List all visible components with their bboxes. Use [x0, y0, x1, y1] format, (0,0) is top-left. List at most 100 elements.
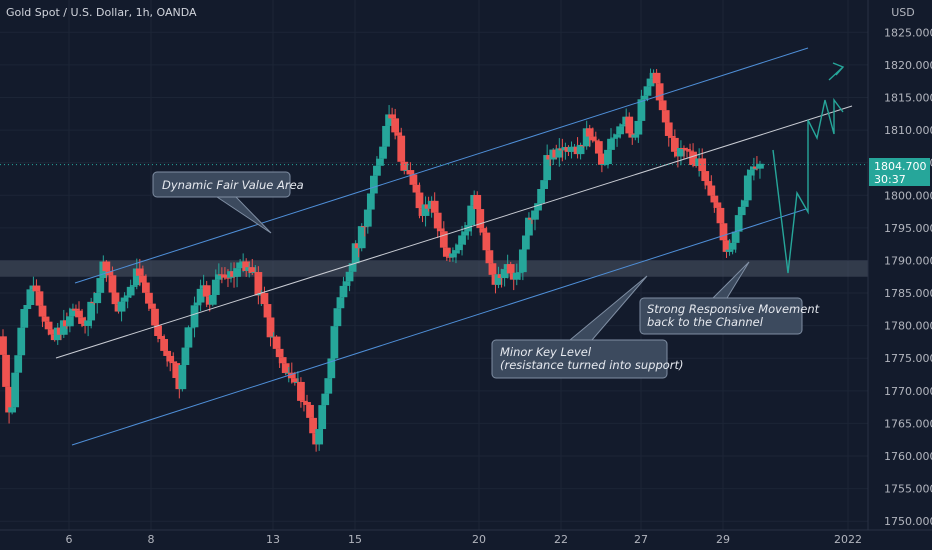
candle — [555, 138, 564, 167]
candle — [664, 118, 673, 147]
x-tick-label: 27 — [634, 533, 648, 546]
currency-box — [888, 0, 918, 20]
candle — [543, 144, 552, 185]
x-tick-label: 29 — [716, 533, 730, 546]
candles — [0, 68, 764, 452]
dynamic-fair-value-label: Dynamic Fair Value Area — [162, 178, 304, 192]
candle — [400, 159, 409, 175]
x-tick-label: 22 — [554, 533, 568, 546]
y-tick-label: 1790.000 — [884, 254, 932, 267]
candle — [260, 286, 269, 308]
trend-channel[interactable] — [55, 47, 853, 446]
bar-countdown: 30:37 — [874, 173, 906, 186]
candle — [449, 247, 457, 262]
candle — [567, 141, 576, 159]
candle — [607, 128, 615, 161]
candle — [233, 266, 241, 288]
current-price-tag — [869, 158, 930, 186]
candle — [2, 353, 10, 391]
candle — [318, 403, 327, 432]
candle — [473, 191, 482, 212]
y-tick-label: 1795.000 — [884, 222, 932, 235]
candle — [339, 276, 348, 302]
candle — [336, 294, 345, 315]
candle — [689, 143, 697, 168]
time-axis[interactable]: 6 8 13 15 20 22 27 29 2022 — [66, 533, 863, 546]
candle — [397, 127, 406, 167]
time-axis-bg — [0, 530, 932, 550]
candle — [646, 68, 655, 90]
candle — [84, 319, 92, 337]
price-axis[interactable]: 1750.000 1755.000 1760.000 1765.000 1770.000… — [884, 26, 932, 528]
candle — [512, 263, 521, 286]
candle — [236, 259, 244, 272]
candle — [585, 124, 594, 148]
candle — [677, 140, 685, 166]
y-tick-label: 1820.000 — [884, 59, 932, 72]
candle — [518, 245, 527, 281]
projected-path[interactable] — [772, 97, 844, 274]
candle — [20, 305, 29, 334]
y-tick-label: 1775.000 — [884, 352, 932, 365]
x-tick-label: 2022 — [834, 533, 862, 546]
x-tick-label: 15 — [348, 533, 362, 546]
projection-arrow-head — [832, 62, 845, 76]
y-tick-label: 1765.000 — [884, 417, 932, 430]
candle — [35, 286, 44, 309]
dynamic-fair-value-callout[interactable] — [152, 171, 291, 198]
candle — [290, 371, 299, 386]
candle — [297, 377, 305, 408]
strong-movement-label: back to the Channel — [647, 315, 764, 329]
candle — [330, 320, 339, 365]
candle — [433, 208, 442, 239]
channel-upper-line[interactable] — [74, 47, 809, 284]
candle — [184, 325, 193, 357]
minor-key-level-band[interactable] — [0, 260, 868, 277]
candle — [357, 223, 366, 252]
annotations[interactable]: Dynamic Fair Value Area Minor Key Level(r… — [152, 171, 820, 379]
candle — [26, 287, 35, 307]
candle — [120, 292, 129, 307]
minor-key-level-label: Minor Key Level — [500, 345, 592, 359]
candle — [38, 296, 47, 328]
candle — [275, 340, 284, 368]
candle — [263, 293, 272, 321]
candle — [680, 145, 688, 160]
x-tick-label: 13 — [266, 533, 280, 546]
candle — [163, 341, 172, 367]
candle — [707, 175, 716, 199]
candle — [598, 149, 606, 173]
x-tick-label: 8 — [148, 533, 155, 546]
channel-mid-line[interactable] — [55, 105, 853, 359]
x-tick-label: 6 — [66, 533, 73, 546]
candle — [327, 356, 336, 383]
candle — [710, 190, 719, 213]
candle — [266, 312, 275, 347]
projection-path[interactable] — [772, 62, 845, 274]
y-tick-label: 1750.000 — [884, 515, 932, 528]
price-axis-bg — [868, 0, 932, 530]
candle — [5, 375, 13, 424]
channel-lower-line[interactable] — [71, 208, 807, 446]
y-tick-label: 1770.000 — [884, 385, 932, 398]
candle — [69, 303, 77, 323]
candle — [196, 279, 205, 312]
y-tick-label: 1755.000 — [884, 483, 932, 496]
x-tick-label: 20 — [472, 533, 486, 546]
candle — [47, 322, 56, 337]
candle — [442, 244, 451, 261]
currency-label: USD — [891, 6, 915, 19]
candle — [102, 260, 111, 282]
minor-key-level-callout[interactable] — [491, 339, 668, 379]
candle — [625, 112, 634, 136]
y-tick-label: 1760.000 — [884, 450, 932, 463]
candle — [324, 373, 333, 405]
strong-movement-callout[interactable] — [639, 297, 803, 335]
candle — [117, 300, 126, 322]
candle — [506, 261, 515, 275]
y-tick-label: 1780.000 — [884, 320, 932, 333]
candle — [14, 352, 23, 381]
candle — [254, 266, 263, 305]
candle — [458, 225, 466, 256]
